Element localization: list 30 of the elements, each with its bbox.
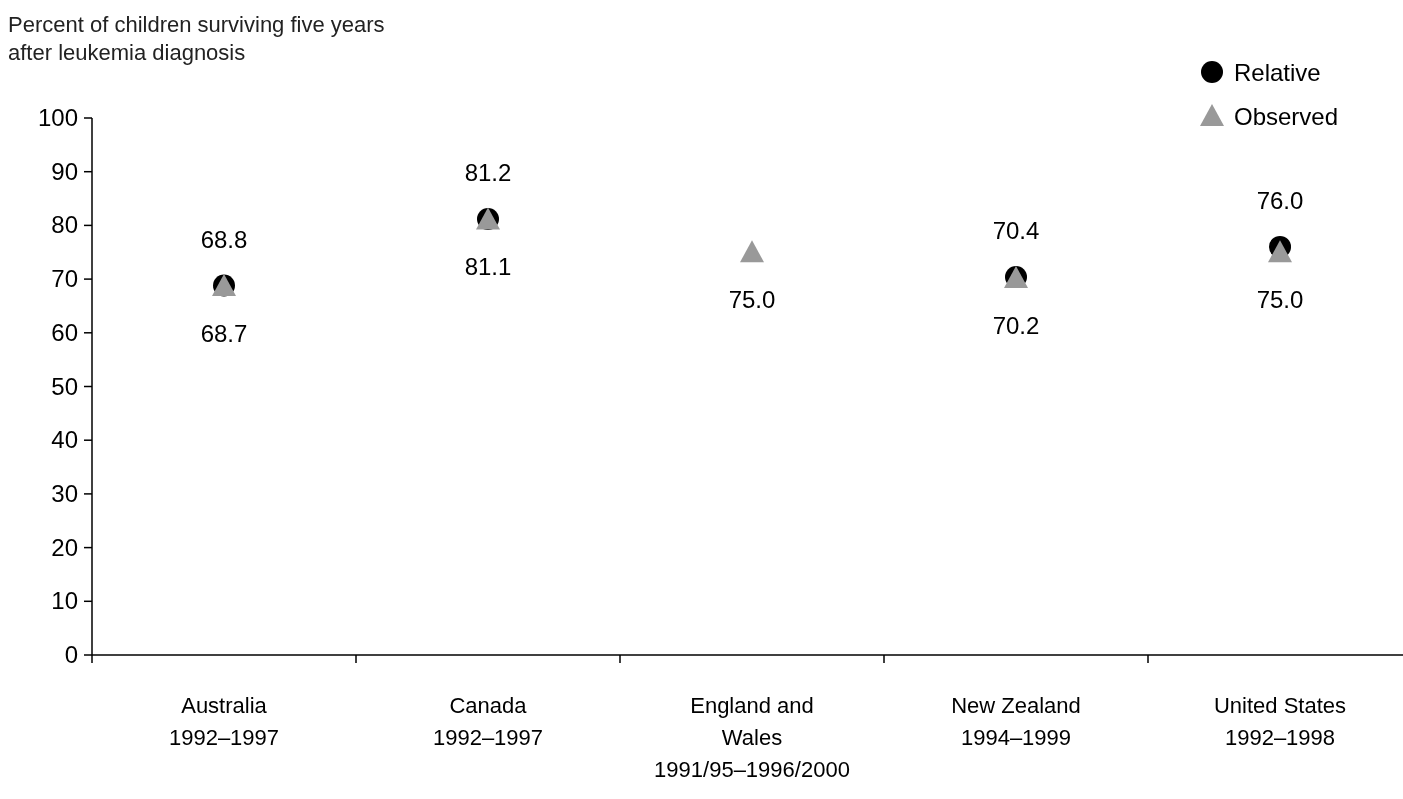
legend-label: Relative xyxy=(1234,59,1321,86)
y-tick-label: 80 xyxy=(51,211,78,239)
point xyxy=(740,240,764,263)
data-label: 70.2 xyxy=(992,312,1040,340)
y-tick-label: 0 xyxy=(64,641,78,668)
data-label: 81.2 xyxy=(464,158,512,186)
point xyxy=(1268,240,1292,263)
chart-title: Percent of children surviving five years after leukemia diagnosis xyxy=(8,12,385,65)
x-tick-label: Canada 1992–1997 xyxy=(432,693,544,750)
y-tick-label: 10 xyxy=(51,587,78,615)
y-tick-label: 70 xyxy=(51,265,78,293)
y-tick-label: 30 xyxy=(51,479,78,507)
y-tick-label: 60 xyxy=(51,318,78,346)
data-label: 81.1 xyxy=(464,253,512,281)
y-tick-label: 20 xyxy=(51,533,78,561)
legend-label: Observed xyxy=(1234,103,1339,130)
data-label: 68.7 xyxy=(200,320,248,348)
data-label: 68.8 xyxy=(200,225,248,253)
x-tick-label: New Zealand 1994–1999 xyxy=(951,693,1081,750)
data-label: 75.0 xyxy=(1256,286,1304,314)
data-label: 75.0 xyxy=(728,286,776,314)
y-tick-label: 100 xyxy=(37,104,78,131)
x-tick-label: England and Wales 1991/95–1996/2000 xyxy=(654,693,850,782)
data-label: 76.0 xyxy=(1256,186,1304,214)
y-tick-label: 40 xyxy=(51,426,78,454)
x-tick-label: United States 1992–1998 xyxy=(1213,693,1347,750)
y-tick-label: 50 xyxy=(51,372,78,400)
x-tick-label: Australia 1992–1997 xyxy=(168,693,280,750)
y-tick-label: 90 xyxy=(51,157,78,185)
data-label: 70.4 xyxy=(992,216,1040,244)
